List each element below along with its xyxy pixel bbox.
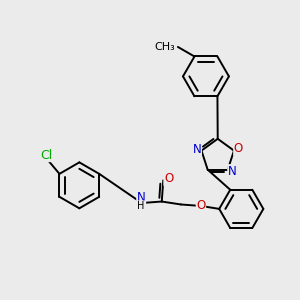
- Text: O: O: [196, 200, 206, 212]
- Text: N: N: [228, 165, 237, 178]
- Text: O: O: [164, 172, 173, 185]
- Text: N: N: [193, 142, 201, 156]
- Text: Cl: Cl: [40, 148, 53, 161]
- Text: O: O: [234, 142, 243, 155]
- Text: H: H: [137, 201, 145, 211]
- Text: CH₃: CH₃: [154, 42, 175, 52]
- Text: N: N: [137, 191, 146, 204]
